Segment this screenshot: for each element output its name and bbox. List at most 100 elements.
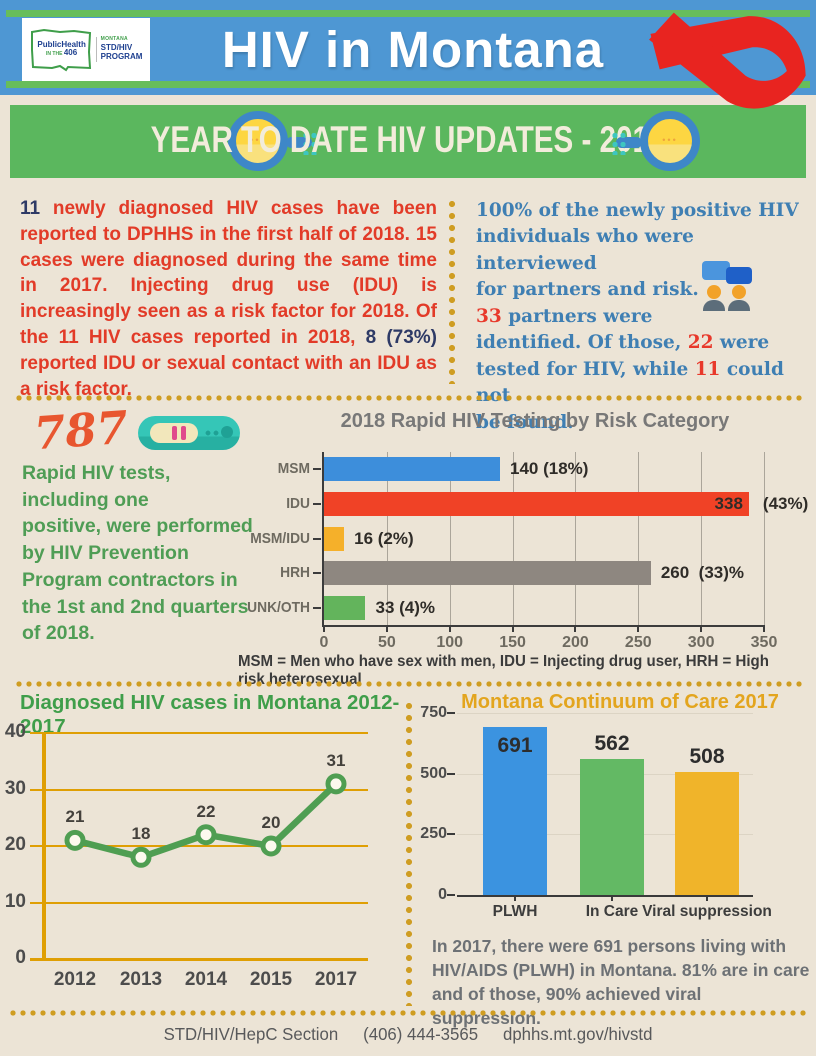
x-gridline xyxy=(449,452,451,625)
header-stripe-top xyxy=(6,10,810,17)
category-label: MSM/IDU xyxy=(250,529,310,547)
x-tick-label: Viral suppression xyxy=(642,903,772,920)
red-awareness-ribbon-icon xyxy=(649,0,806,145)
footer-url[interactable]: dphhs.mt.gov/hivstd xyxy=(502,1024,653,1044)
category-label: IDU xyxy=(286,494,310,512)
y-gridline xyxy=(30,788,368,791)
logo-sub: IN THE 406 xyxy=(46,47,78,57)
dotted-divider-vertical-bottom xyxy=(406,700,412,1006)
bar-unk/oth xyxy=(324,595,366,620)
rapid-tests-description: Rapid HIV tests, including one positive, w… xyxy=(22,462,253,645)
y-tick-label: 30 xyxy=(4,777,26,799)
rapid-test-strip-icon xyxy=(138,416,240,450)
continuum-bar-chart: 0 250 500 750 691 PLWH 562 In Care 508 Viral supp… xyxy=(420,704,772,920)
data-point-label: 20 xyxy=(261,813,281,832)
y-tick-label: 20 xyxy=(4,834,26,855)
bar-value-label: (43%) xyxy=(762,493,809,513)
bar-value-label: 338 xyxy=(714,493,743,513)
x-tick-label: 200 xyxy=(562,634,589,651)
y-gridline xyxy=(30,958,368,961)
bar-in-care xyxy=(580,758,644,895)
bar-viral-suppression xyxy=(675,771,739,895)
x-tick-label: 150 xyxy=(499,634,526,651)
x-tick xyxy=(611,895,613,901)
partners-people-icon xyxy=(700,261,758,313)
public-health-logo: PublicHealth IN THE 406 MONTANA STD/HIV … xyxy=(22,18,150,81)
header-stripe-bottom xyxy=(6,81,810,88)
data-point-2012 xyxy=(64,829,86,851)
dotted-divider-footer xyxy=(8,1010,808,1016)
x-gridline xyxy=(575,452,577,625)
y-tick-label: 10 xyxy=(4,890,26,912)
category-tick xyxy=(313,468,321,471)
continuum-chart-title: Montana Continuum of Care 2017 xyxy=(461,691,779,713)
x-gridline xyxy=(701,452,703,625)
bar-value-label: 508 xyxy=(689,744,725,768)
y-tick-label: 750 xyxy=(420,704,447,721)
y-gridline xyxy=(30,732,368,734)
x-tick xyxy=(511,625,514,632)
x-tick-label: 2012 xyxy=(53,969,97,990)
footer-phone: (406) 444-3565 xyxy=(363,1024,479,1044)
y-tick-label: 40 xyxy=(4,721,26,742)
data-point-2017 xyxy=(325,773,347,795)
x-tick-label: 0 xyxy=(319,634,329,651)
x-tick xyxy=(448,625,451,632)
rapid-test-count: 787 xyxy=(32,400,130,461)
new-cases-summary-text: 11 newly diagnosed HIV cases have been r… xyxy=(20,198,438,400)
bar-idu xyxy=(324,491,749,516)
x-tick xyxy=(706,895,708,901)
x-tick xyxy=(637,625,640,632)
x-tick xyxy=(385,625,388,632)
x-tick-label: 2015 xyxy=(249,969,293,990)
dotted-divider-1 xyxy=(14,395,802,401)
data-point-2014 xyxy=(195,824,217,846)
bar-value-label: 691 xyxy=(497,734,533,758)
magnifier-icon-left xyxy=(228,111,318,173)
bar-plwh xyxy=(483,727,547,895)
page-title: HIV in Montana xyxy=(221,21,605,78)
footer-section: STD/HIV/HepC Section xyxy=(163,1024,339,1044)
y-gridline xyxy=(30,845,368,847)
category-label: UNK/OTH xyxy=(247,598,310,616)
diagnosed-cases-line-chart: 0 10 20 30 40 21 18 22 20 31 2012 2013 2014 2015 2017 xyxy=(5,721,368,990)
y-tick xyxy=(447,772,455,775)
continuum-caption: In 2017, there were 691 persons living w… xyxy=(432,936,810,1029)
category-tick xyxy=(313,502,321,505)
x-tick-label: PLWH xyxy=(492,903,538,920)
data-point-label: 22 xyxy=(196,801,216,821)
x-tick-label: 300 xyxy=(687,634,715,651)
magnifier-icon-right xyxy=(610,111,700,173)
bar-msm xyxy=(324,457,500,482)
x-tick xyxy=(514,895,516,901)
x-tick-label: 2013 xyxy=(119,969,163,990)
data-point-label: 21 xyxy=(65,807,85,827)
y-gridline xyxy=(30,901,368,904)
std-hiv-program-logo: MONTANA STD/HIV PROGRAM xyxy=(95,37,142,62)
footer: STD/HIV/HepC Section (406) 444-3565 dphh… xyxy=(16,1024,799,1045)
x-tick xyxy=(323,625,325,632)
data-point-label: 31 xyxy=(326,750,346,770)
logo-brand: PublicHealth xyxy=(37,39,86,49)
x-tick-label: In Care xyxy=(585,903,639,920)
dotted-divider-2 xyxy=(14,681,802,687)
y-tick xyxy=(447,712,455,714)
bar-msm/idu xyxy=(324,526,345,551)
x-tick xyxy=(574,625,577,632)
bar-hrh xyxy=(324,561,651,586)
y-tick xyxy=(447,833,455,836)
category-tick xyxy=(313,606,321,609)
x-gridline xyxy=(638,452,640,625)
category-tick xyxy=(313,537,321,540)
bar-value-label: 16 (2%) xyxy=(354,528,414,548)
bar-value-label: 33 (4)% xyxy=(375,597,436,617)
y-tick xyxy=(447,894,455,896)
y-tick-label: 500 xyxy=(420,764,447,782)
data-point-2013 xyxy=(130,846,152,868)
partner-services-summary-text: 100% of the newly positive HIV individual… xyxy=(476,200,799,433)
category-label: HRH xyxy=(280,564,310,582)
x-tick-label: 50 xyxy=(377,634,396,651)
y-tick-label: 250 xyxy=(420,825,447,843)
y-gridline xyxy=(457,713,753,714)
